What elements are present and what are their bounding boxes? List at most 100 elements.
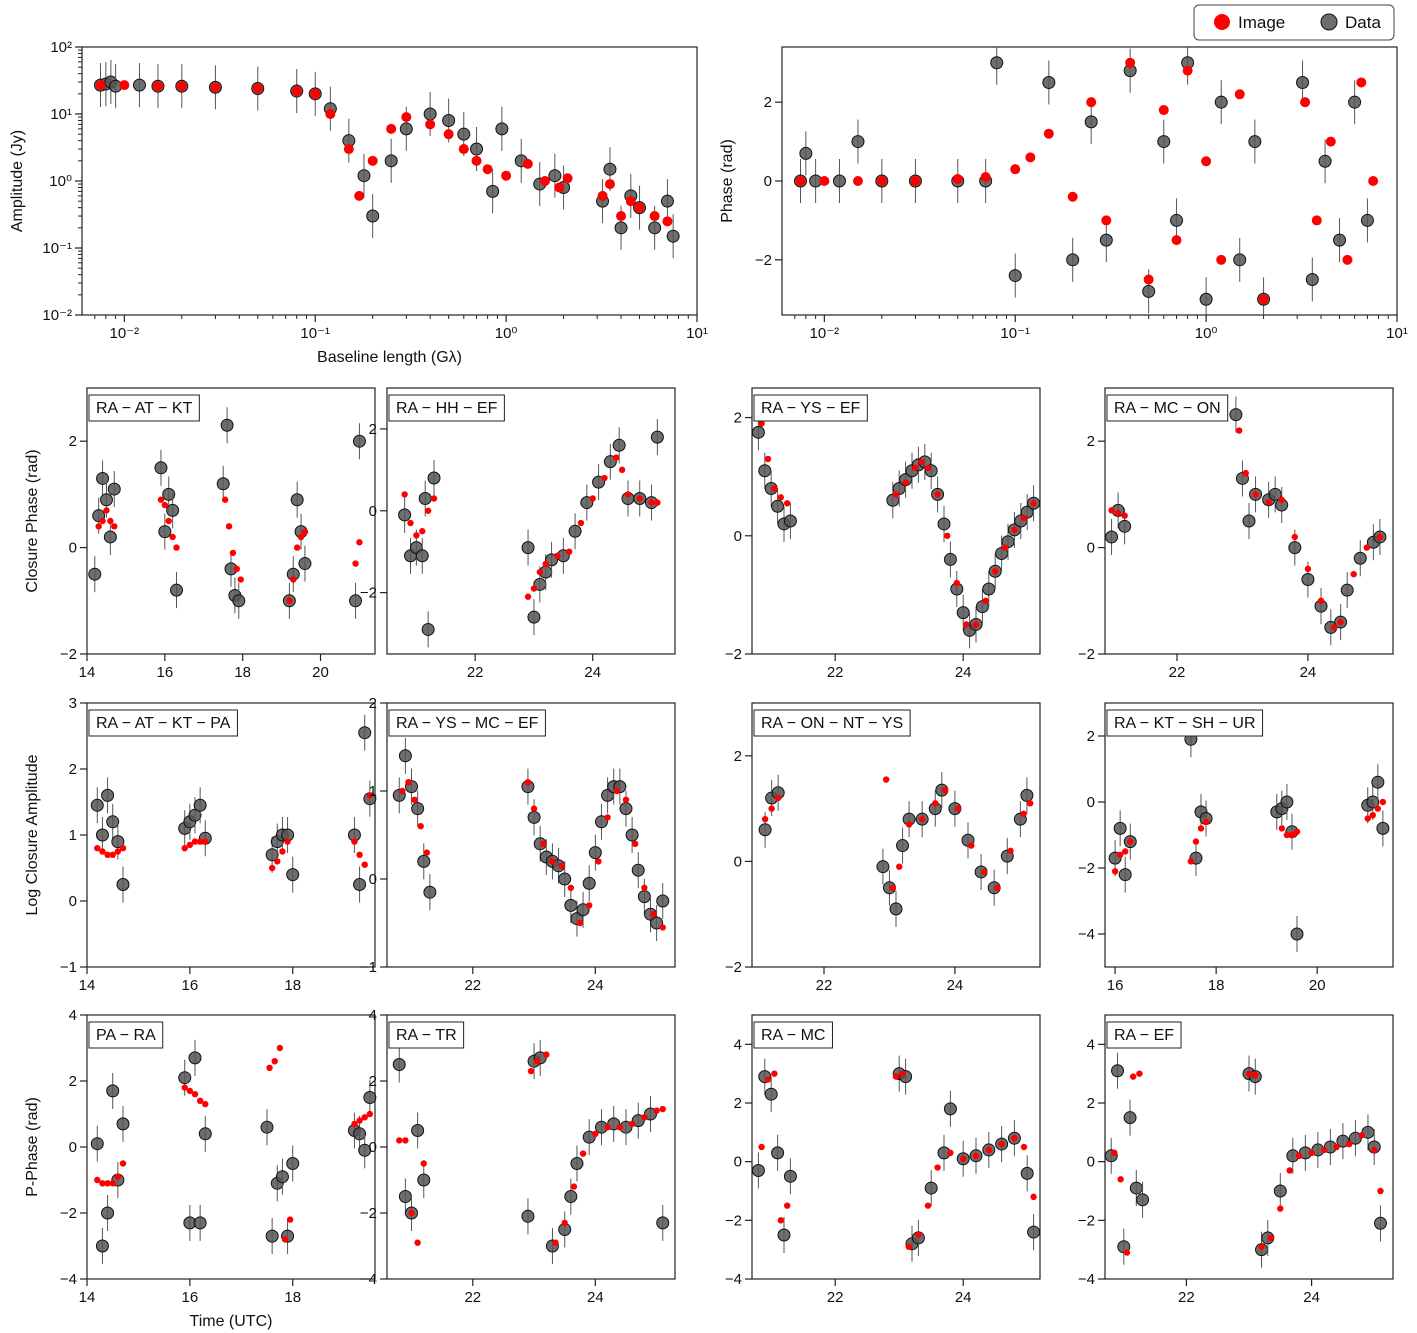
data-point (548, 169, 562, 183)
image-point (567, 884, 575, 891)
y-tick-label: −2 (755, 252, 772, 269)
image-point (549, 858, 556, 865)
image-point (1311, 215, 1322, 226)
data-point (132, 78, 146, 92)
data-point (1280, 795, 1294, 809)
x-tick-label: 10⁰ (1195, 325, 1218, 342)
y-tick-label: −4 (1078, 1271, 1095, 1288)
image-point (191, 838, 199, 845)
image-point (1114, 509, 1122, 517)
image-point (1192, 838, 1200, 845)
data-point (275, 1170, 289, 1184)
x-tick-label: 22 (464, 977, 481, 994)
y-tick-label: 2 (734, 1095, 742, 1112)
panel-8: 22 24 −1 0 1 2 RA − YS − MC − EF (360, 695, 676, 994)
image-point (202, 838, 209, 845)
y-tick-label: 4 (1087, 1036, 1095, 1053)
data-point (116, 1117, 130, 1131)
image-point (562, 173, 573, 184)
data-point (290, 493, 304, 507)
image-point (284, 838, 291, 845)
x-tick-label: 16 (156, 664, 173, 681)
image-point (196, 838, 204, 845)
data-point (1229, 408, 1243, 422)
image-point (662, 216, 673, 227)
image-point (95, 523, 102, 530)
image-point (1121, 512, 1128, 519)
data-point (1296, 75, 1310, 89)
image-point (941, 786, 949, 794)
data-point (1214, 95, 1228, 109)
image-point (896, 863, 903, 870)
image-point (413, 532, 420, 539)
image-point (1325, 136, 1336, 147)
image-point (1245, 1070, 1253, 1077)
image-point (924, 1202, 932, 1209)
image-point (361, 1114, 368, 1121)
image-point (768, 805, 775, 812)
image-point (1101, 215, 1112, 226)
image-point (202, 1100, 209, 1108)
data-point (1340, 583, 1354, 597)
x-tick-label: 22 (827, 1289, 844, 1306)
image-point (522, 158, 533, 169)
y-tick-label: 4 (369, 1007, 377, 1024)
image-point (634, 202, 645, 213)
image-point (1320, 1146, 1328, 1154)
data-point (101, 1206, 115, 1220)
image-point (1345, 1140, 1353, 1148)
x-tick-label: 20 (312, 664, 329, 681)
data-point (1248, 135, 1262, 149)
image-point (980, 172, 991, 183)
image-point (910, 176, 921, 186)
image-point (351, 838, 358, 845)
image-point (902, 479, 909, 486)
panel-5: 22 24 −2 0 2 RA − YS − EF (725, 387, 1041, 681)
legend-image-marker (1214, 14, 1230, 30)
image-point (654, 499, 661, 506)
image-point (777, 494, 784, 501)
image-point (366, 792, 374, 799)
data-point (527, 610, 541, 624)
image-point (401, 491, 408, 498)
data-point (1118, 519, 1132, 533)
data-point (656, 894, 670, 908)
panel-label-text: RA − YS − EF (761, 400, 861, 417)
panel-6: 22 24 −2 0 2 RA − MC − ON (1078, 387, 1394, 681)
panel-label: RA − AT − KT (88, 394, 200, 422)
panel-label-text: RA − MC (761, 1027, 825, 1044)
y-axis-label: P-Phase (rad) (24, 1097, 41, 1197)
image-point (592, 1130, 599, 1138)
y-tick-label: 2 (764, 94, 772, 111)
panel-frame (86, 1014, 376, 1280)
x-tick-label: 22 (816, 977, 833, 994)
image-point (613, 454, 620, 461)
image-point (1252, 1071, 1259, 1079)
data-point (188, 1051, 202, 1065)
y-tick-label: −2 (725, 1212, 742, 1229)
image-point (1242, 469, 1249, 477)
image-point (104, 1180, 111, 1187)
data-point (1099, 233, 1113, 247)
image-point (310, 88, 321, 99)
y-tick-label: 2 (69, 1073, 77, 1090)
data-point (758, 464, 772, 478)
data-point (1066, 253, 1080, 267)
data-point (1008, 269, 1022, 283)
x-tick-label: 18 (284, 977, 301, 994)
data-point (521, 541, 535, 555)
data-point (937, 517, 951, 531)
data-point (568, 524, 582, 538)
y-tick-label: 2 (734, 410, 742, 427)
y-tick-label: −2 (360, 585, 377, 602)
image-point (114, 848, 122, 855)
panel-1: 10⁻² 10⁻¹ 10⁰ 10¹ 10⁻² 10⁻¹ 10⁰ 10¹ 10² Baseline … (9, 39, 708, 366)
image-point (543, 1051, 550, 1058)
data-point (943, 552, 957, 566)
panel-label-box (88, 709, 238, 737)
x-tick-label: 10¹ (1386, 325, 1408, 342)
y-tick-label: 4 (734, 1036, 742, 1053)
panel-label: RA − AT − KT − PA (88, 709, 238, 737)
y-tick-label: 2 (369, 695, 377, 712)
data-point (111, 835, 125, 849)
